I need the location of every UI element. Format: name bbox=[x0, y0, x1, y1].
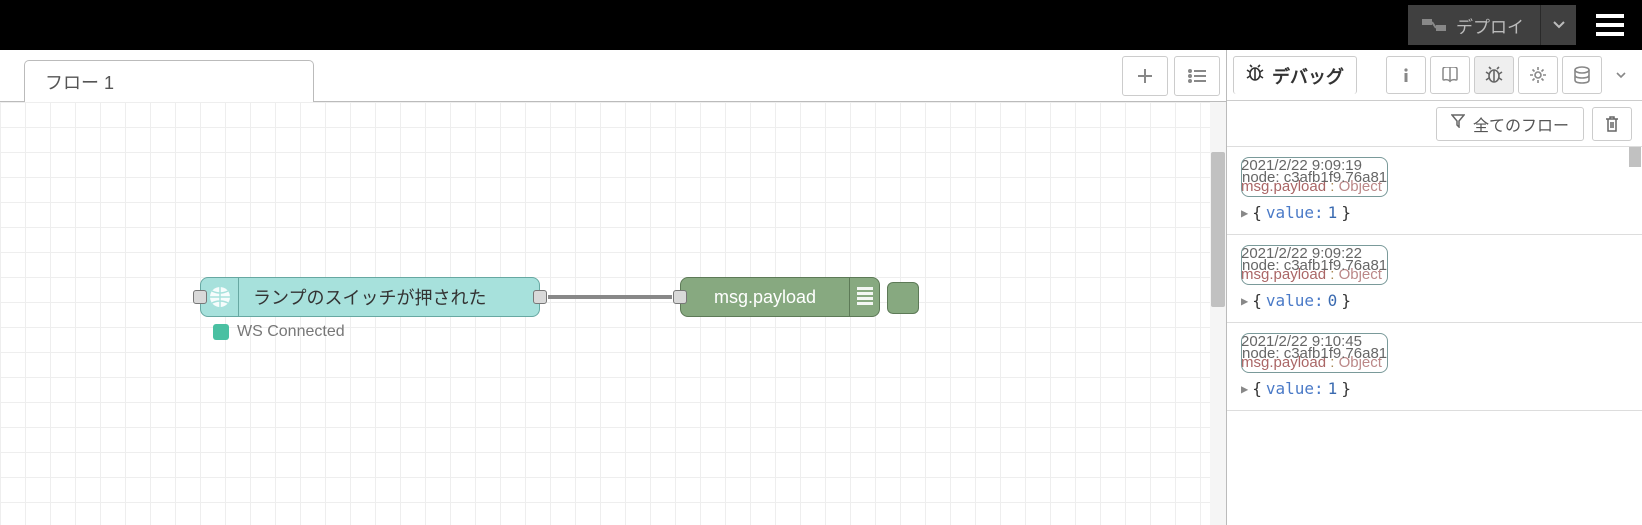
clear-button[interactable] bbox=[1592, 107, 1632, 141]
canvas[interactable]: ランプのスイッチが押された WS Connected msg.payload bbox=[0, 102, 1226, 525]
sidebar-tab-debug-label: デバッグ bbox=[1272, 63, 1344, 89]
sidebar-tab-debug[interactable]: デバッグ bbox=[1233, 56, 1357, 94]
node-events[interactable]: ランプのスイッチが押された WS Connected bbox=[200, 277, 540, 317]
filter-icon bbox=[1451, 114, 1465, 133]
expand-icon[interactable]: ▶ bbox=[1241, 294, 1248, 308]
debug-msg-meta: 2021/2/22 9:09:19node: c3afb1f9.76a81 bbox=[1241, 157, 1628, 174]
sidebar-scrollbar[interactable] bbox=[1628, 147, 1642, 525]
debug-msg-payload[interactable]: ▶{ value: 0 } bbox=[1241, 291, 1628, 310]
expand-icon[interactable]: ▶ bbox=[1241, 382, 1248, 396]
debug-msg-payload[interactable]: ▶{ value: 1 } bbox=[1241, 203, 1628, 222]
workspace: フロー 1 bbox=[0, 50, 1226, 525]
sidebar-tab-debug-icon[interactable] bbox=[1474, 56, 1514, 94]
node-debug-toggle[interactable] bbox=[887, 282, 919, 314]
node-events-output-port[interactable] bbox=[533, 290, 547, 304]
wire bbox=[0, 102, 1226, 525]
sidebar-tab-context[interactable] bbox=[1562, 56, 1602, 94]
deploy-dropdown[interactable] bbox=[1540, 5, 1576, 45]
deploy-label: デプロイ bbox=[1456, 13, 1524, 38]
node-events-input-port[interactable] bbox=[193, 290, 207, 304]
topbar: デプロイ bbox=[0, 0, 1642, 50]
canvas-wrap: ランプのスイッチが押された WS Connected msg.payload bbox=[0, 102, 1226, 525]
tabs-actions bbox=[1116, 50, 1226, 101]
sidebar: デバッグ bbox=[1226, 50, 1642, 525]
deploy-icon bbox=[1422, 16, 1446, 34]
node-debug[interactable]: msg.payload bbox=[680, 277, 880, 317]
debug-message[interactable]: 2021/2/22 9:09:22node: c3afb1f9.76a81msg… bbox=[1227, 235, 1642, 323]
debug-msg-node: node: c3afb1f9.76a81 bbox=[1241, 333, 1388, 373]
deploy-button[interactable]: デプロイ bbox=[1408, 5, 1576, 45]
sidebar-tab-info[interactable] bbox=[1386, 56, 1426, 94]
bug-icon bbox=[1246, 64, 1264, 87]
node-debug-input-port[interactable] bbox=[673, 290, 687, 304]
main: フロー 1 bbox=[0, 50, 1642, 525]
flow-tab[interactable]: フロー 1 bbox=[24, 60, 314, 102]
debug-msg-payload[interactable]: ▶{ value: 1 } bbox=[1241, 379, 1628, 398]
list-tabs-button[interactable] bbox=[1174, 56, 1220, 96]
debug-message[interactable]: 2021/2/22 9:09:19node: c3afb1f9.76a81msg… bbox=[1227, 147, 1642, 235]
expand-icon[interactable]: ▶ bbox=[1241, 206, 1248, 220]
deploy-main[interactable]: デプロイ bbox=[1408, 5, 1540, 45]
sidebar-header: デバッグ bbox=[1227, 50, 1642, 101]
sidebar-toolbar: 全てのフロー bbox=[1227, 101, 1642, 147]
debug-msg-node: node: c3afb1f9.76a81 bbox=[1241, 157, 1388, 197]
menu-icon[interactable] bbox=[1596, 14, 1624, 36]
status-dot-icon bbox=[213, 324, 229, 340]
node-events-status: WS Connected bbox=[213, 323, 345, 341]
debug-messages: 2021/2/22 9:09:19node: c3afb1f9.76a81msg… bbox=[1227, 147, 1642, 525]
sidebar-tab-help[interactable] bbox=[1430, 56, 1470, 94]
node-events-label: ランプのスイッチが押された bbox=[239, 284, 539, 310]
node-debug-label: msg.payload bbox=[681, 287, 849, 308]
debug-msg-meta: 2021/2/22 9:09:22node: c3afb1f9.76a81 bbox=[1241, 245, 1628, 262]
sidebar-dropdown[interactable] bbox=[1606, 56, 1636, 94]
status-text: WS Connected bbox=[237, 323, 345, 341]
flow-tab-label: フロー 1 bbox=[45, 69, 114, 95]
debug-message[interactable]: 2021/2/22 9:10:45node: c3afb1f9.76a81msg… bbox=[1227, 323, 1642, 411]
debug-msg-node: node: c3afb1f9.76a81 bbox=[1241, 245, 1388, 285]
tabs-row: フロー 1 bbox=[0, 50, 1226, 102]
debug-bars-icon bbox=[849, 278, 879, 316]
add-tab-button[interactable] bbox=[1122, 56, 1168, 96]
sidebar-tab-config[interactable] bbox=[1518, 56, 1558, 94]
debug-msg-meta: 2021/2/22 9:10:45node: c3afb1f9.76a81 bbox=[1241, 333, 1628, 350]
filter-label: 全てのフロー bbox=[1473, 112, 1569, 136]
filter-button[interactable]: 全てのフロー bbox=[1436, 107, 1584, 141]
canvas-scrollbar[interactable] bbox=[1210, 102, 1226, 525]
